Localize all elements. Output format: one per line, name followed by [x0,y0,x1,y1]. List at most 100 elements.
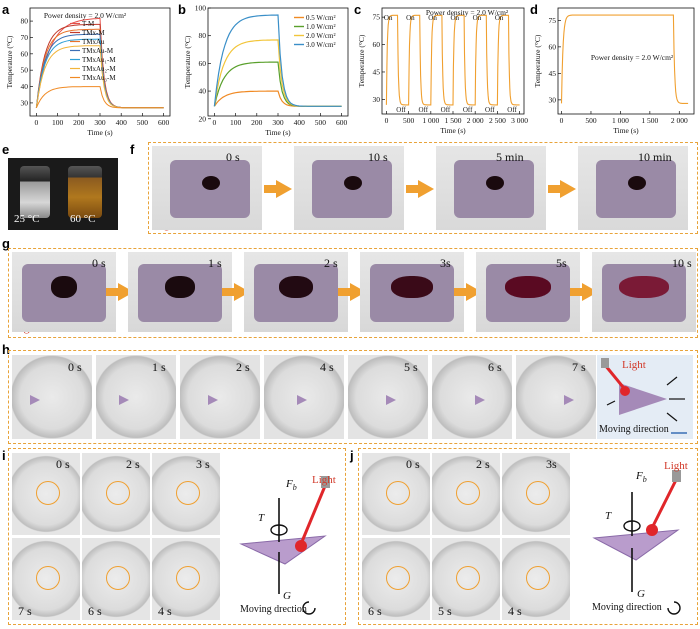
y-axis-label: Temperature (°C) [183,35,192,88]
g-time-0: 0 s [92,256,106,270]
j-orange-circle-3 [386,566,410,590]
g-photo-0 [12,252,116,332]
series-line [213,14,342,107]
y-tick-label: 75 [549,16,557,25]
h-photo-3 [264,355,344,439]
y-axis-label: Temperature (°C) [5,35,14,88]
f-arrow-1-shaft [406,185,419,193]
h-triangle-marker [564,395,574,405]
h-time-1: 1 s [152,360,166,374]
h-triangle-marker [297,395,307,405]
x-tick-label: 100 [52,118,64,127]
g-arrow-0-shaft [106,288,119,296]
legend-entry: 0.5 W/cm² [306,14,336,22]
x-tick-label: 600 [336,118,348,127]
chart-d: 0 500 1 000 1 500 2 000 30 45 60 75 Time (s) Tempe… [533,7,695,135]
j-orange-circle-5 [526,566,550,590]
i-light-label: Light [312,474,336,486]
series-line [35,86,164,109]
j-time-3: 6 s [368,604,382,618]
i-torque-circle [270,524,288,536]
x-tick-label: 500 [403,116,415,125]
i-laser-beam [299,485,327,545]
x-tick-label: 0 [34,118,38,127]
g-arrow-1-shaft [222,288,235,296]
h-light-spot [620,386,630,396]
g-photo-3 [360,252,464,332]
i-time-1: 2 s [126,457,140,471]
g-arrow-4-shaft [570,288,583,296]
on-label: On [450,14,459,22]
h-arrow-left [606,400,616,406]
droplet [344,176,362,190]
chart-b: 0 100 200 300 400 500 600 20 40 60 80 100 Time (s) Te… [183,4,349,137]
series-line [385,14,520,106]
h-photo-6 [516,355,596,439]
f-frame [148,142,698,234]
on-label: On [428,14,437,22]
x-axis-label: Time (s) [265,128,291,137]
f-time-1: 10 s [368,150,388,164]
i-time-5: 4 s [158,604,172,618]
h-schematic [597,355,693,439]
i-time-4: 6 s [88,604,102,618]
f-arrow-2-shaft [548,185,561,193]
j-frame [358,448,698,625]
vial-hot [68,166,102,218]
y-tick-label: 30 [549,95,557,104]
panel-label-h: h [2,342,10,357]
panel-label-d: d [530,2,538,17]
j-fb-label: Fb [636,470,647,485]
series-line [213,61,342,107]
x-tick-label: 1 500 [641,116,658,125]
panel-label-e: e [2,142,10,157]
off-label: Off [441,106,451,114]
y-tick-label: 30 [373,95,381,104]
chart-title: Power density = 2.0 W/cm² [426,8,509,17]
x-tick-label: 200 [251,118,263,127]
j-light-label: Light [664,460,688,472]
j-orange-circle-4 [456,566,480,590]
i-orange-circle-3 [36,566,60,590]
y-tick-label: 60 [21,49,29,58]
h-photo-4 [348,355,428,439]
y-tick-label: 60 [549,42,557,51]
h-moving-label: Moving direction [599,424,669,435]
f-photo-2 [436,146,546,230]
x-tick-label: 500 [315,118,327,127]
x-tick-label: 3 000 [511,116,528,125]
g-arrow-2-shaft [338,288,351,296]
legend-entry: 2.0 W/cm² [306,32,336,40]
x-tick-label: 200 [73,118,85,127]
droplet [165,276,195,298]
x-tick-label: 1 000 [612,116,629,125]
j-orange-circle-0 [386,481,410,505]
f-arrow-0 [276,180,292,198]
droplet [51,276,77,298]
i-g-label: G [283,590,291,602]
panel-label-j: j [350,448,354,463]
i-rotation-icon [302,601,316,615]
j-schematic [580,456,692,620]
h-time-5: 6 s [488,360,502,374]
i-frame [8,448,346,625]
temp-cold-label: 25 °C [14,213,40,225]
i-moving-label: Moving drection [240,604,307,615]
x-tick-label: 500 [137,118,149,127]
droplet [486,176,504,190]
panel-label-a: a [2,2,10,17]
h-time-0: 0 s [68,360,82,374]
chart-c: 0 500 1 000 1 500 2 000 2 500 3 000 30 45 60 75 Tim… [357,7,528,135]
y-tick-label: 60 [199,59,207,68]
panel-label-i: i [2,448,6,463]
chart-title: Power density = 2.0 W/cm² [591,53,674,62]
g-time-5: 10 s [672,256,692,270]
droplet [628,176,646,190]
legend-entry: T-M [82,20,95,28]
y-tick-label: 70 [21,33,29,42]
legend-entry: TMxAu₁-M [82,56,116,64]
y-tick-label: 80 [199,31,207,40]
i-orange-circle-5 [176,566,200,590]
vial-cold [20,166,50,218]
x-tick-label: 2 000 [467,116,484,125]
